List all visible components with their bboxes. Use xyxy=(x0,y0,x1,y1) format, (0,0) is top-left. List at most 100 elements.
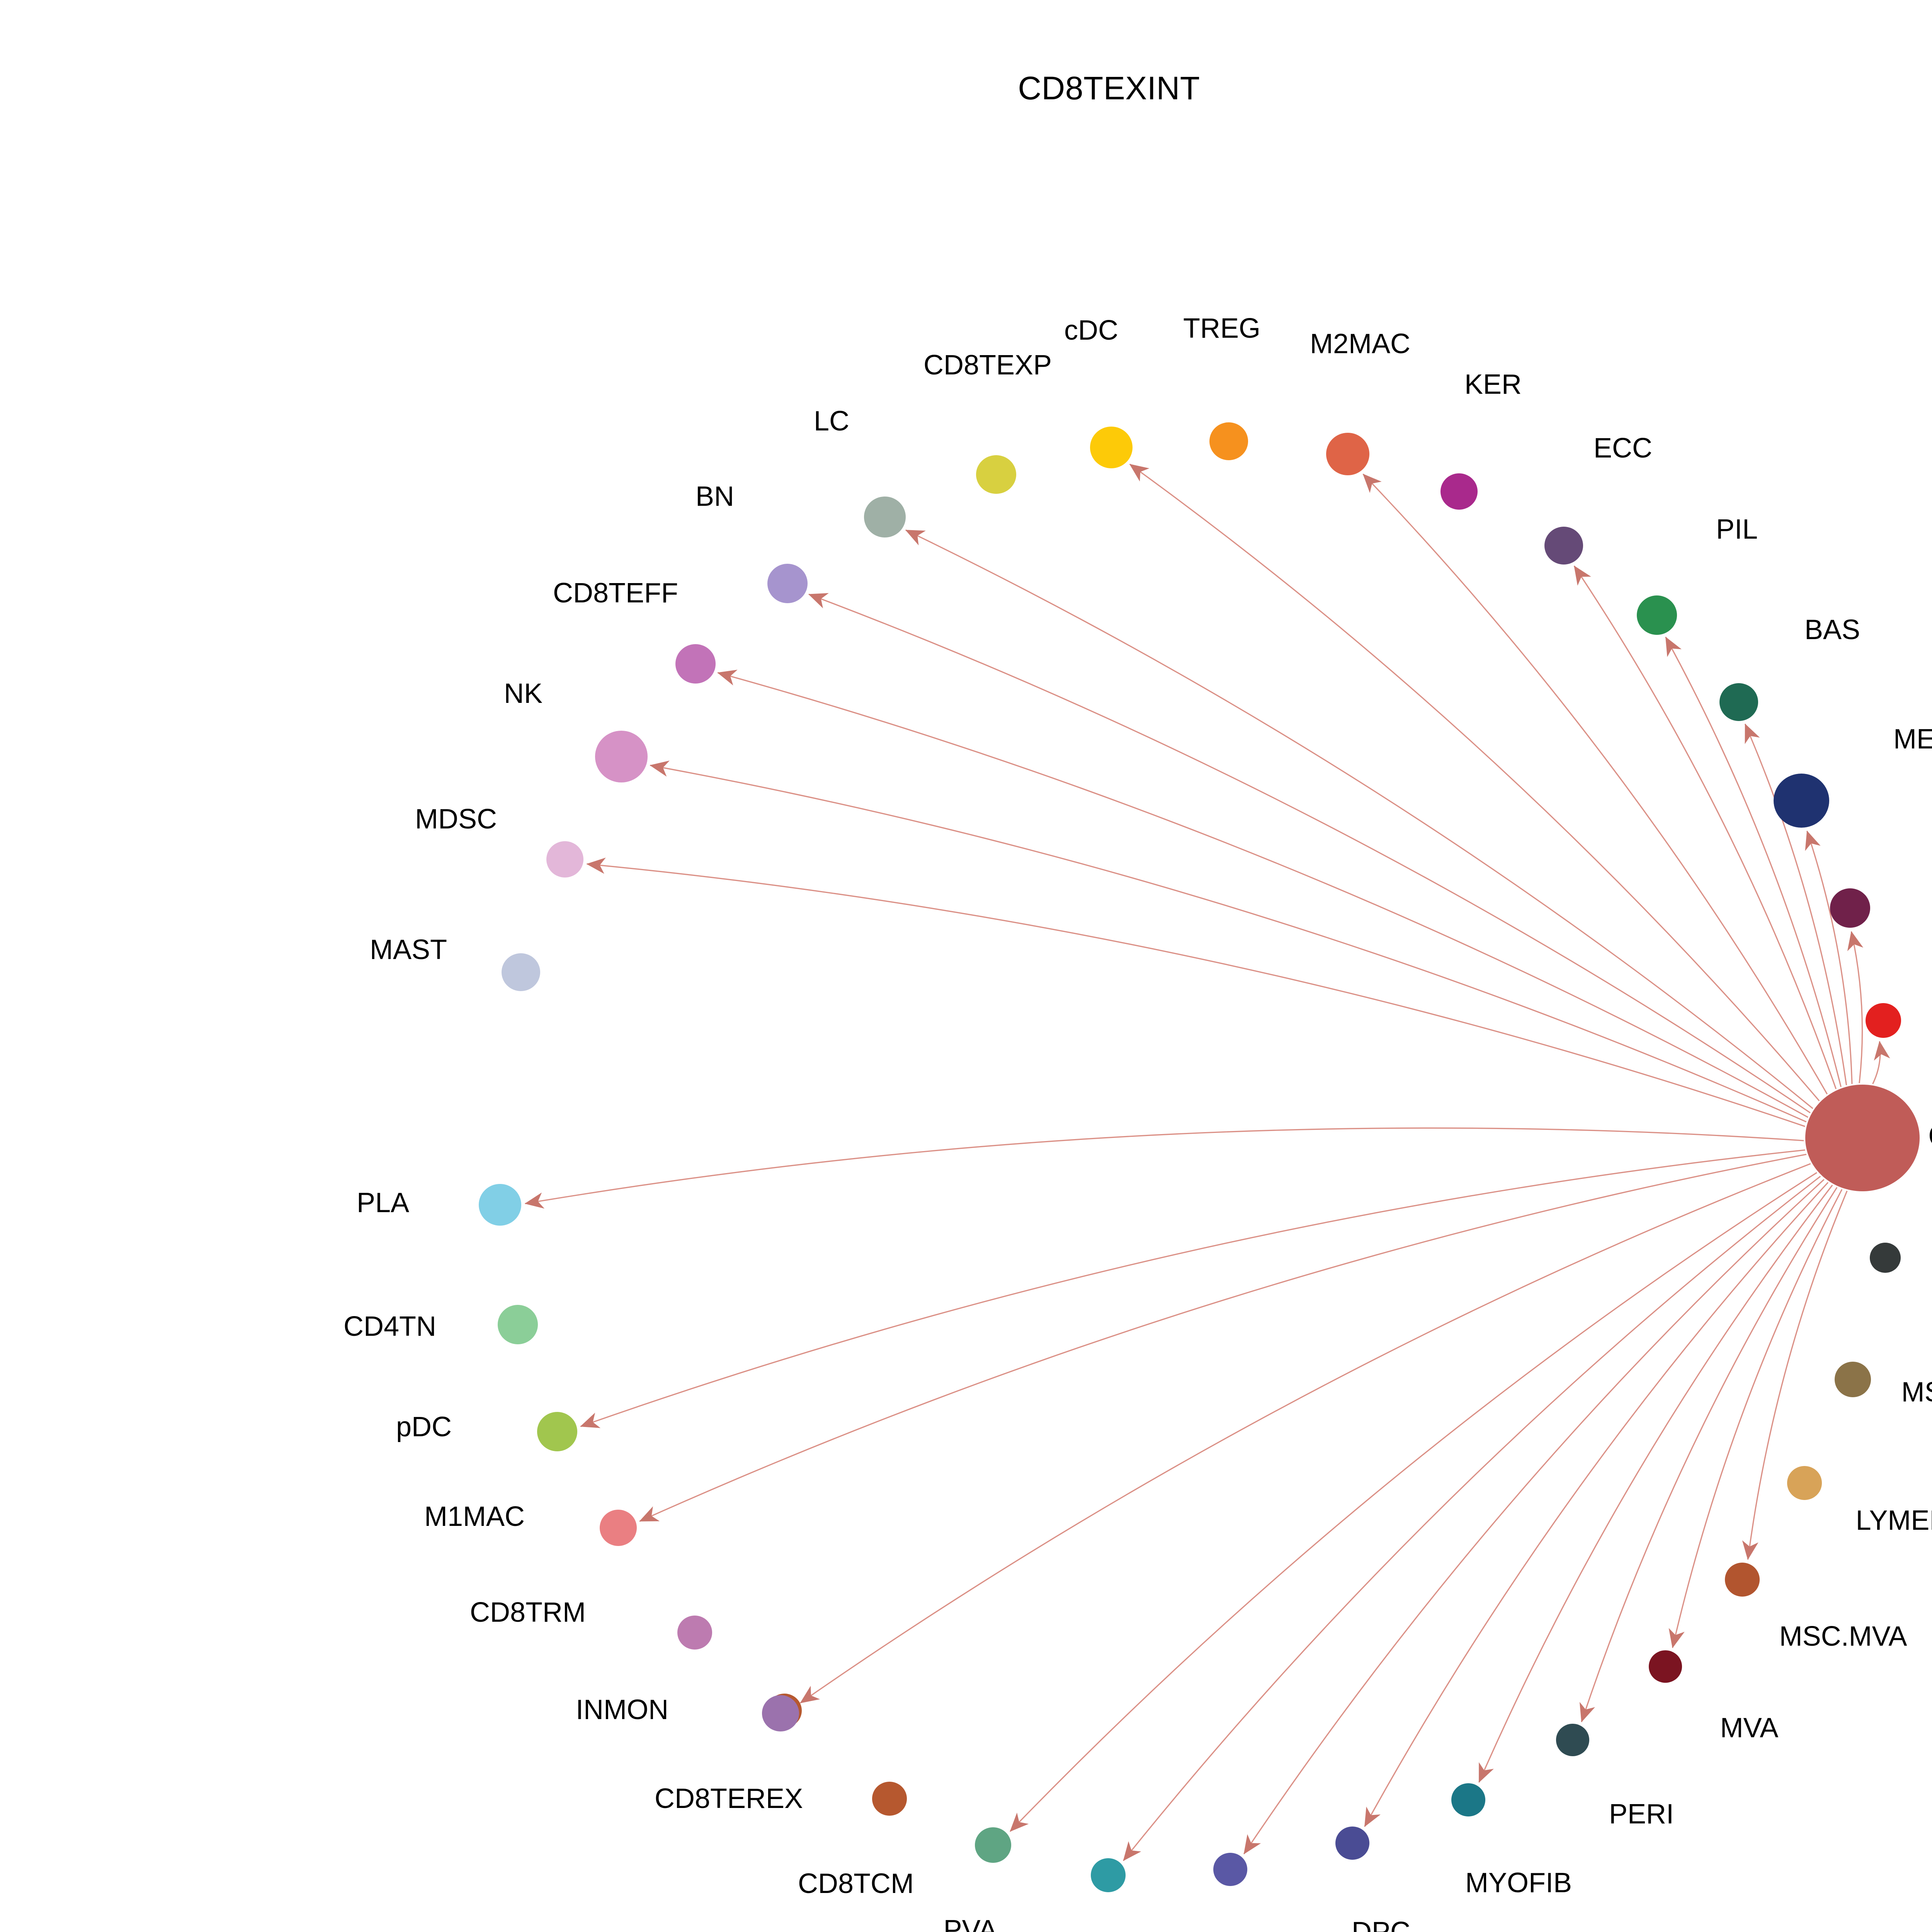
node-m1mac[interactable] xyxy=(600,1510,637,1546)
arrowhead-pla xyxy=(524,1192,545,1209)
node-icaf[interactable] xyxy=(1091,1858,1126,1892)
node-ecc[interactable] xyxy=(1544,527,1583,565)
node-men[interactable] xyxy=(1774,774,1829,828)
edge-cd8texint-to-bn xyxy=(808,594,1811,1114)
page-title: CD8TEXINT xyxy=(1018,70,1200,106)
node-pva[interactable] xyxy=(975,1827,1011,1863)
edge-cd8texint-to-pla xyxy=(525,1127,1804,1204)
node-label-msc-pva: MSC.PVA xyxy=(1901,1377,1932,1408)
node-label-mdsc: MDSC xyxy=(415,804,497,835)
node-label-mast: MAST xyxy=(370,934,447,965)
node-label-peri: PERI xyxy=(1609,1799,1674,1830)
node-label-cd8texp: CD8TEXP xyxy=(923,350,1052,381)
arrowhead-ecc xyxy=(1574,565,1591,586)
edge-cd8texint-to-mdsc xyxy=(587,863,1805,1127)
node-bas[interactable] xyxy=(1719,683,1758,721)
node-pdc[interactable] xyxy=(537,1412,577,1451)
arrowhead-msc-mva xyxy=(1742,1540,1759,1560)
edge-cd8texint-to-stm xyxy=(1850,931,1863,1083)
edge-cd8texint-to-bas xyxy=(1744,724,1847,1085)
node-label-nk: NK xyxy=(504,678,543,709)
node-cd8tcm[interactable] xyxy=(872,1782,907,1816)
node-label-dpc: DPC xyxy=(1352,1917,1410,1932)
node-msc-mva[interactable] xyxy=(1725,1563,1760,1597)
arrowhead-inmon xyxy=(800,1685,820,1703)
node-label-lymend: LYMEND xyxy=(1856,1505,1932,1536)
node-label-bas: BAS xyxy=(1804,614,1860,645)
arrowhead-myofib xyxy=(1479,1762,1494,1783)
node-dpc[interactable] xyxy=(1335,1827,1369,1860)
arrowhead-icaf xyxy=(1123,1841,1141,1861)
arrowhead-nk xyxy=(650,760,670,777)
node-myofib[interactable] xyxy=(1451,1783,1485,1816)
node-cd4tn[interactable] xyxy=(498,1305,538,1344)
node-ker[interactable] xyxy=(1440,473,1478,510)
arrowhead-mva xyxy=(1668,1628,1685,1648)
node-cd8texp[interactable] xyxy=(976,455,1016,494)
node-label-treg: TREG xyxy=(1183,313,1260,344)
arrowhead-m2mac xyxy=(1362,474,1382,493)
arrowhead-dpc xyxy=(1364,1806,1381,1827)
node-lymend[interactable] xyxy=(1787,1466,1822,1500)
edge-cd8texint-to-cd8teff xyxy=(718,672,1808,1118)
node-lc[interactable] xyxy=(864,497,906,537)
arrowhead-stm xyxy=(1847,931,1864,951)
node-label-pla: PLA xyxy=(357,1187,409,1218)
node-label-center-cd8texint: CD8TEXINT xyxy=(1928,1119,1932,1153)
edge-cd8texint-to-m1mac xyxy=(639,1153,1807,1522)
arrowhead-bas xyxy=(1745,723,1760,744)
node-cdc[interactable] xyxy=(1090,427,1133,468)
edge-cd8texint-to-msc-mva xyxy=(1747,1190,1848,1560)
node-pla[interactable] xyxy=(479,1184,521,1226)
center-node-layer: CD8TEXINT xyxy=(1805,1085,1932,1191)
arrowhead-cdc xyxy=(1129,464,1150,482)
node-label-cd8teff: CD8TEFF xyxy=(553,578,678,609)
node-nk[interactable] xyxy=(595,731,648,782)
edge-cd8texint-to-lc xyxy=(905,529,1813,1109)
arrowhead-mdsc xyxy=(586,857,606,874)
node-treg[interactable] xyxy=(1209,422,1248,460)
edge-cd8texint-to-inmon xyxy=(800,1163,1811,1704)
node-label-cd8trm: CD8TRM xyxy=(470,1597,586,1628)
node-smc[interactable] xyxy=(1870,1243,1901,1273)
edge-cd8texint-to-cdc xyxy=(1129,464,1820,1101)
node-peri[interactable] xyxy=(1556,1724,1589,1756)
node-mast[interactable] xyxy=(502,953,540,991)
arrowhead-lc xyxy=(905,530,926,546)
nodes-layer xyxy=(479,422,1901,1892)
node-label-lc: LC xyxy=(814,406,849,437)
node-label-ecc: ECC xyxy=(1594,433,1652,464)
edge-cd8texint-to-pil xyxy=(1665,637,1842,1087)
arrowhead-pil xyxy=(1665,636,1682,657)
node-label-ker: KER xyxy=(1464,369,1522,400)
arrowhead-peri xyxy=(1579,1702,1595,1723)
arrowhead-pdc xyxy=(580,1412,601,1428)
node-mva[interactable] xyxy=(1649,1650,1682,1683)
node-label-mva: MVA xyxy=(1720,1713,1779,1743)
node-cd8trm[interactable] xyxy=(677,1616,712,1650)
edge-cd8texint-to-myofib xyxy=(1478,1185,1833,1783)
node-label-men: MEN xyxy=(1893,724,1932,755)
node-label-cd8terex: CD8TEREX xyxy=(655,1783,803,1814)
edges-layer xyxy=(524,464,1890,1861)
node-msc-pva[interactable] xyxy=(1835,1362,1871,1397)
node-cd8teff[interactable] xyxy=(675,644,716,684)
node-inmon[interactable] xyxy=(762,1695,799,1731)
edge-cd8texint-to-dpc xyxy=(1364,1182,1829,1827)
node-bn[interactable] xyxy=(767,564,808,603)
node-center-cd8texint[interactable] xyxy=(1805,1085,1920,1191)
node-label-cdc: cDC xyxy=(1064,315,1118,346)
node-pil[interactable] xyxy=(1637,595,1677,635)
node-mdsc[interactable] xyxy=(546,841,583,878)
node-dif[interactable] xyxy=(1866,1003,1901,1038)
node-stm[interactable] xyxy=(1830,888,1870,928)
node-label-bn: BN xyxy=(696,481,734,512)
node-m2mac[interactable] xyxy=(1326,433,1369,475)
node-incaf[interactable] xyxy=(1213,1853,1247,1886)
node-label-m1mac: M1MAC xyxy=(424,1501,525,1532)
labels-layer: LCCD8TEXPcDCTREGM2MACKERECCPILBASMENSTMD… xyxy=(344,313,1932,1932)
edge-cd8texint-to-peri xyxy=(1581,1187,1838,1722)
edge-cd8texint-to-pva xyxy=(1010,1172,1817,1832)
